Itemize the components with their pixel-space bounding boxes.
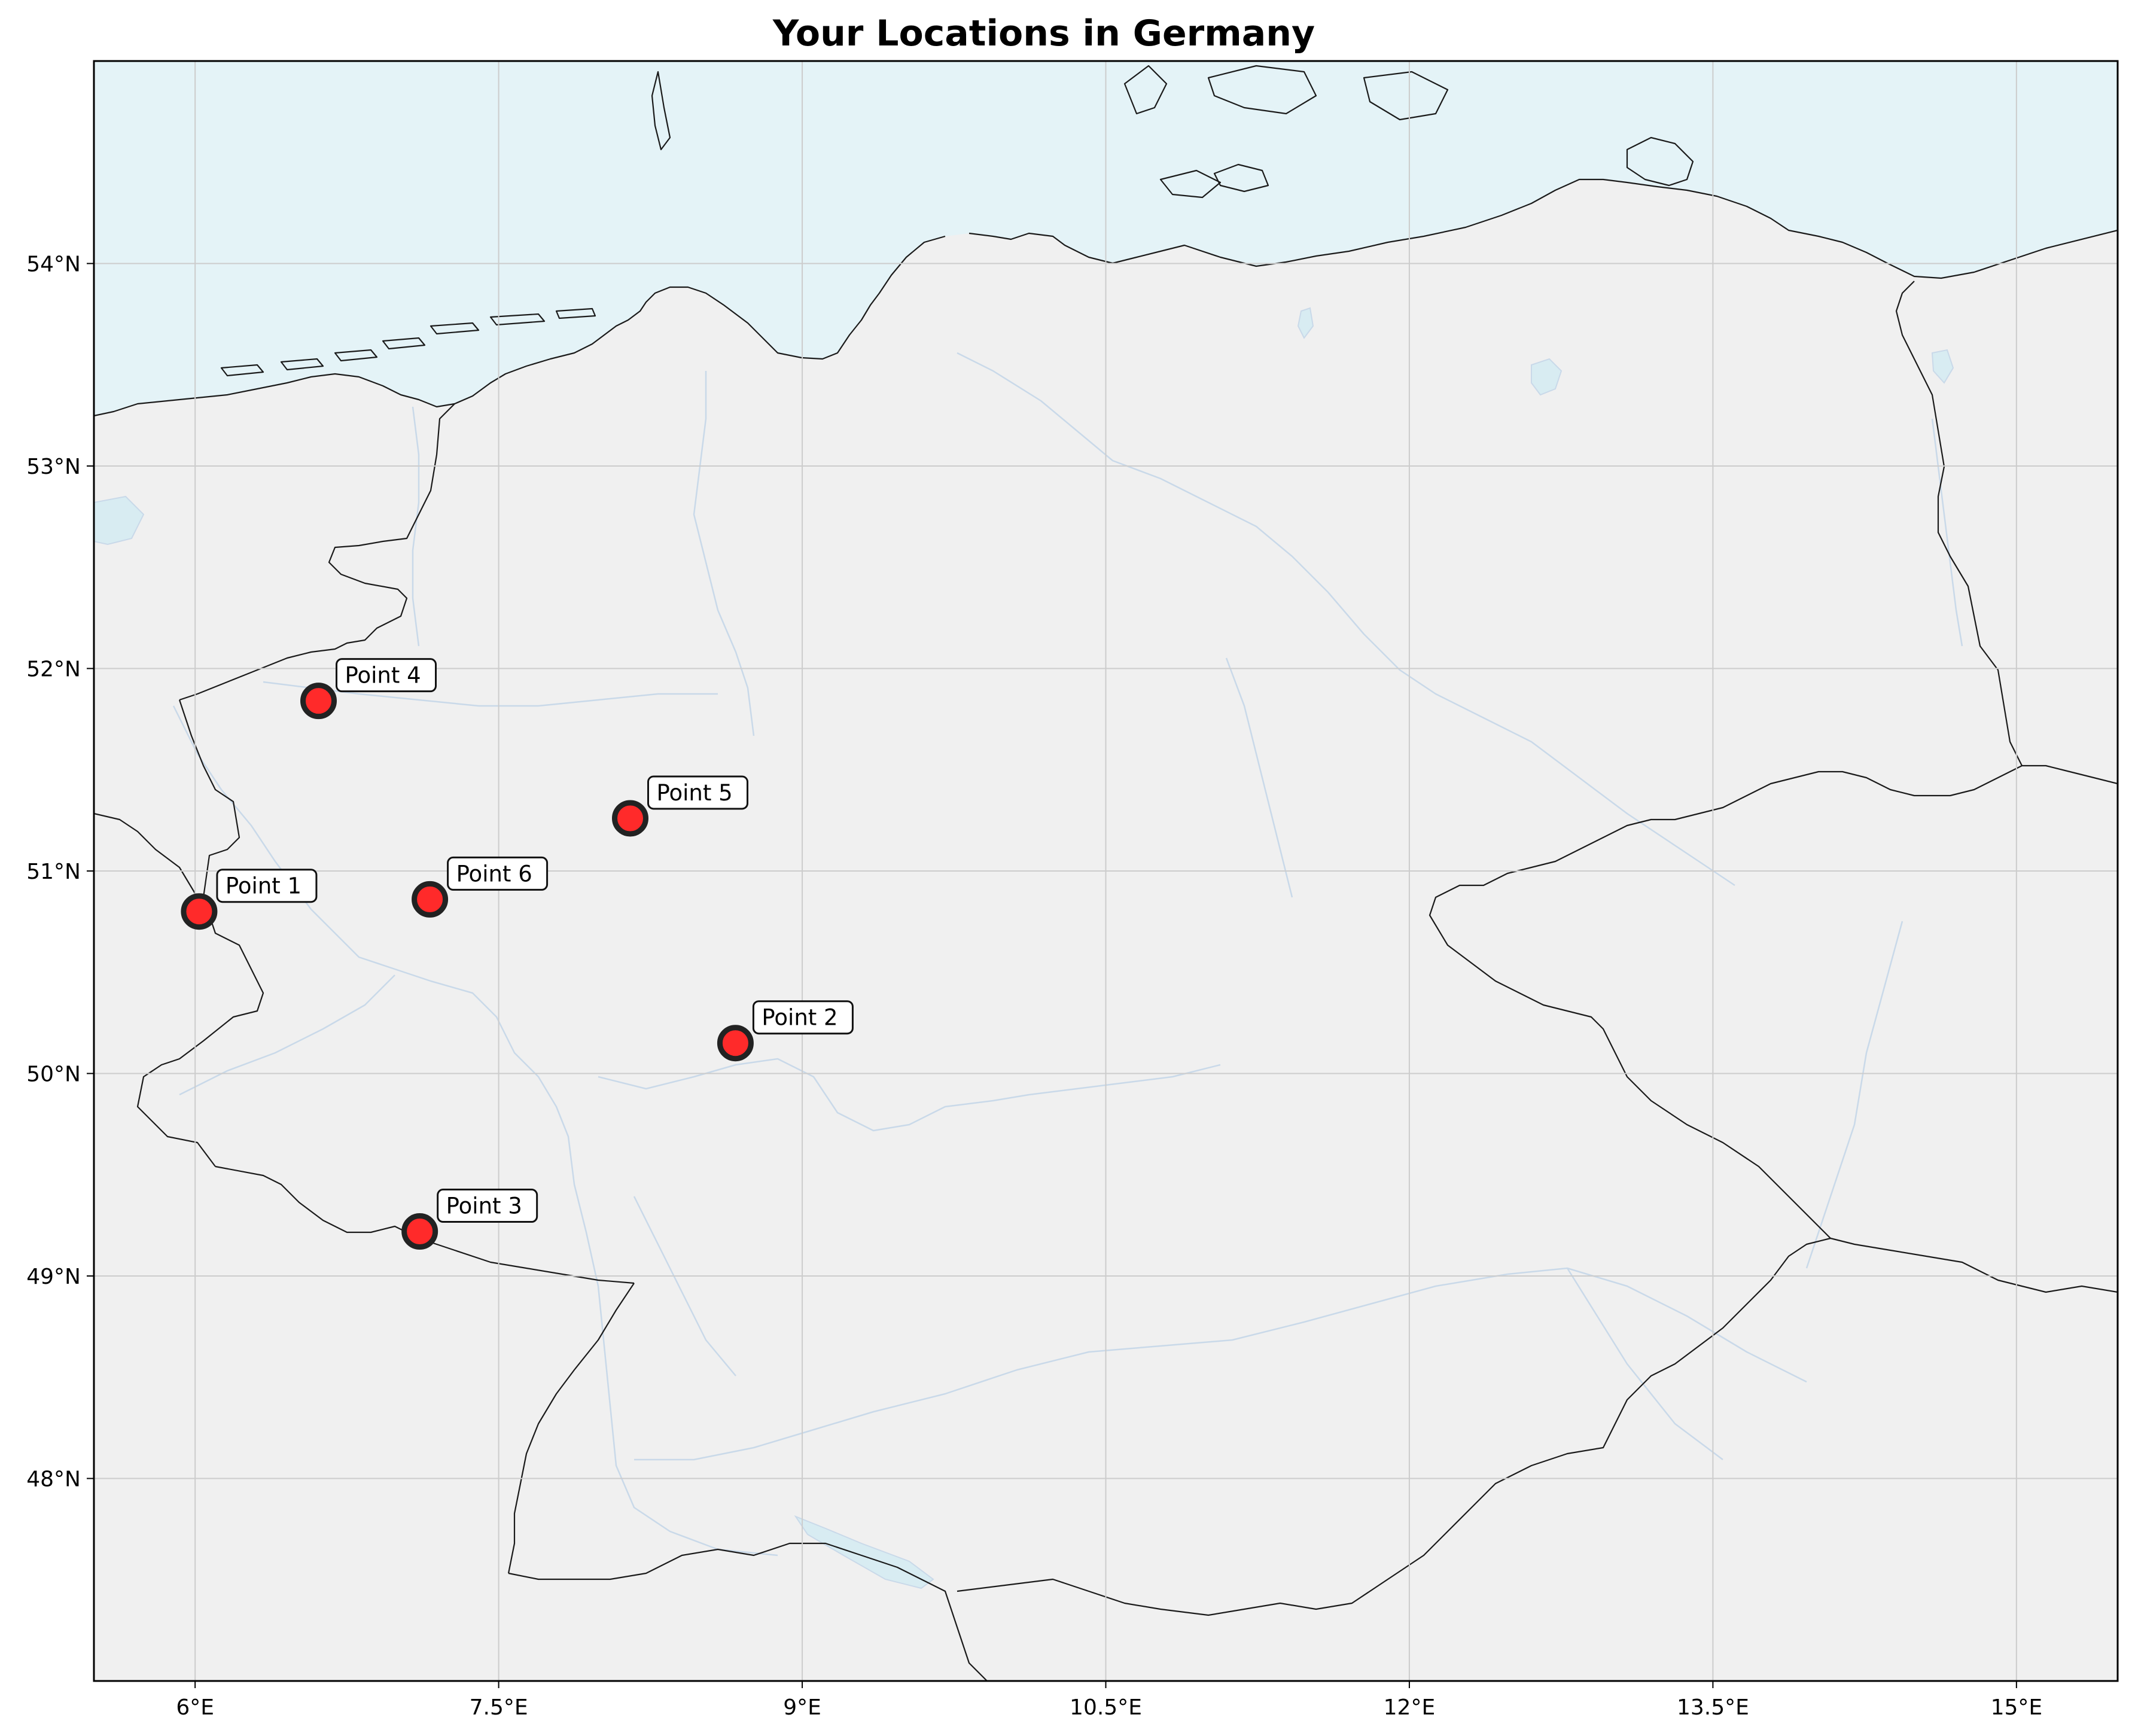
x-tick-label: 6°E — [176, 1695, 214, 1720]
island-east-frisian-1 — [220, 364, 264, 377]
y-tick-labels: 48°N 49°N 50°N 51°N 52°N 53°N 54°N — [26, 252, 94, 1492]
river-main — [598, 1058, 1221, 1132]
location-label-box — [437, 1189, 538, 1223]
river-neckar — [633, 1196, 736, 1376]
border-rhine-france — [507, 1283, 635, 1574]
location-marker[interactable] — [300, 683, 337, 720]
lake-constance — [794, 1515, 934, 1589]
location-label: Point 2 — [762, 1005, 837, 1031]
coastline-north-sea — [94, 235, 946, 417]
island-danish-2 — [1363, 71, 1449, 121]
location-point[interactable]: Point 1 — [181, 869, 318, 930]
border-austria — [957, 1237, 1831, 1616]
river-mosel — [179, 974, 395, 1096]
river-elbe — [957, 352, 1735, 887]
border-france — [215, 1165, 635, 1284]
map-title: Your Locations in Germany — [772, 13, 1315, 54]
y-tick-label: 49°N — [26, 1265, 81, 1289]
gridlines — [94, 61, 2118, 1681]
location-label: Point 6 — [456, 861, 532, 887]
x-tick-label: 13.5°E — [1677, 1695, 1749, 1720]
island-sylt — [651, 71, 671, 151]
island-east-frisian-6 — [489, 313, 546, 326]
location-point[interactable]: Point 6 — [412, 856, 549, 918]
border-switzerland — [508, 1542, 988, 1681]
lake-schwerin — [1297, 307, 1314, 339]
location-marker[interactable] — [717, 1025, 754, 1062]
x-tick-labels: 6°E 7.5°E 9°E 10.5°E 12°E 13.5°E 15°E — [176, 1681, 2042, 1720]
location-markers[interactable]: Point 1 Point 2 Point 3 Point 4 Point 5 Point… — [181, 658, 854, 1250]
river-danube — [634, 1267, 1807, 1461]
location-marker[interactable] — [401, 1213, 438, 1250]
island-ruegen — [1626, 136, 1694, 187]
location-marker[interactable] — [611, 800, 648, 837]
border-netherlands — [179, 403, 455, 701]
y-tick-label: 54°N — [26, 252, 81, 277]
border-poland — [1895, 281, 2023, 766]
island-danish-4 — [1159, 169, 1222, 199]
x-tick-label: 12°E — [1384, 1695, 1436, 1720]
y-tick-label: 53°N — [26, 455, 81, 479]
location-label: Point 5 — [656, 780, 732, 806]
x-tick-label: 10.5°E — [1070, 1695, 1142, 1720]
location-marker[interactable] — [181, 893, 218, 930]
y-tick-label: 52°N — [26, 657, 81, 682]
location-point[interactable]: Point 3 — [401, 1189, 538, 1250]
location-label-box — [647, 775, 748, 810]
location-point[interactable]: Point 2 — [717, 1000, 854, 1062]
y-tick-label: 48°N — [26, 1467, 81, 1492]
island-east-frisian-3 — [334, 349, 378, 362]
river-inn — [1566, 1268, 1723, 1460]
location-label-box — [216, 869, 318, 903]
lake-brandenburg — [1931, 349, 1954, 384]
river-ems — [412, 406, 420, 647]
location-marker[interactable] — [412, 881, 449, 918]
lake-ijssel — [94, 495, 145, 546]
border-netherlands-south — [94, 812, 198, 898]
location-point[interactable]: Point 4 — [300, 658, 437, 720]
river-saale — [1225, 657, 1293, 898]
location-label: Point 3 — [446, 1193, 522, 1219]
border-czech — [1429, 765, 2118, 1239]
river-weser — [693, 371, 755, 736]
location-label-box — [447, 856, 549, 891]
island-danish-1 — [1207, 65, 1317, 115]
island-east-frisian-2 — [280, 358, 324, 371]
lake-mueritz — [1531, 358, 1563, 396]
river-vltava — [1805, 921, 1903, 1269]
x-tick-label: 9°E — [783, 1695, 821, 1720]
location-point[interactable]: Point 5 — [611, 775, 748, 837]
y-tick-label: 51°N — [26, 860, 81, 884]
location-label: Point 1 — [226, 873, 301, 899]
island-east-frisian-7 — [555, 307, 596, 319]
river-oder — [1931, 418, 1963, 647]
x-tick-label: 7.5°E — [470, 1695, 528, 1720]
island-east-frisian-5 — [430, 322, 480, 335]
y-tick-label: 50°N — [26, 1062, 81, 1087]
location-label: Point 4 — [345, 663, 421, 689]
island-east-frisian-4 — [382, 337, 426, 350]
location-label-box — [752, 1000, 854, 1035]
coastline-baltic — [968, 178, 2118, 279]
island-danish-3 — [1123, 65, 1168, 115]
island-fehmarn — [1213, 163, 1269, 193]
border-czech-south — [1830, 1237, 2118, 1293]
x-tick-label: 15°E — [1991, 1695, 2043, 1720]
border-belgium-luxembourg — [136, 699, 264, 1167]
location-label-box — [336, 658, 437, 693]
